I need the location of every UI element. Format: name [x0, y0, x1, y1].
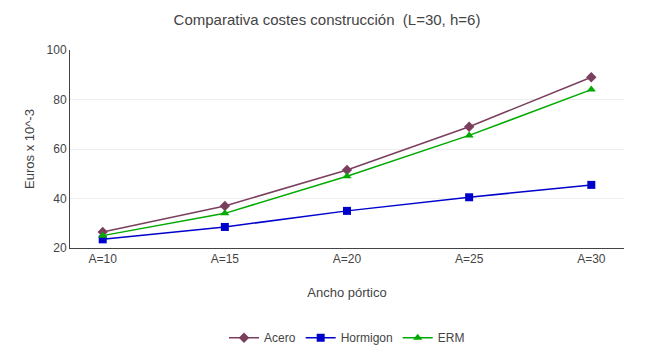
svg-text:60: 60 [53, 142, 67, 156]
svg-text:100: 100 [47, 43, 67, 57]
svg-text:20: 20 [53, 241, 67, 255]
svg-text:A=15: A=15 [211, 252, 240, 266]
svg-text:Hormigon: Hormigon [341, 331, 393, 345]
svg-text:40: 40 [53, 192, 67, 206]
svg-text:Ancho pórtico: Ancho pórtico [307, 285, 387, 300]
svg-text:A=10: A=10 [89, 252, 118, 266]
svg-text:80: 80 [53, 93, 67, 107]
svg-text:Euros x 10^-3: Euros x 10^-3 [22, 109, 37, 189]
svg-text:A=30: A=30 [577, 252, 606, 266]
svg-text:ERM: ERM [438, 331, 465, 345]
svg-text:A=25: A=25 [455, 252, 484, 266]
svg-text:Acero: Acero [264, 331, 296, 345]
svg-text:Comparativa costes construcció: Comparativa costes construcción (L=30, h… [174, 11, 481, 28]
svg-text:A=20: A=20 [333, 252, 362, 266]
